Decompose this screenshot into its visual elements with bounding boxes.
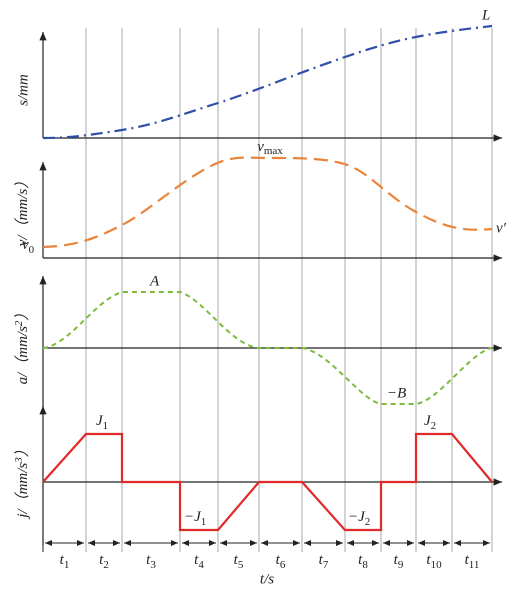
interval-label: t6 [276, 552, 286, 570]
interval-label: t9 [394, 552, 404, 570]
grid-lines [85, 28, 493, 552]
interval-label: t3 [146, 552, 156, 570]
a-axis-label: a/（mm/s2） [13, 306, 32, 385]
interval-label: t7 [319, 552, 329, 570]
interval-label: t5 [234, 552, 244, 570]
t-axis-label: t/s [260, 571, 274, 587]
acceleration-curve [42, 291, 493, 405]
s-axis-label: s/mm [15, 74, 31, 106]
axes [39, 32, 502, 545]
v-prime-label: v′ [496, 220, 507, 236]
end-label: L [481, 7, 490, 23]
interval-label: t1 [60, 552, 70, 570]
neg-b-label: −B [387, 385, 406, 401]
jerk-curve [42, 432, 493, 532]
vmax-label: vmax [257, 139, 283, 156]
a-label: A [149, 273, 160, 289]
neg-j2-label: −J2 [348, 509, 370, 527]
interval-label: t8 [358, 552, 368, 570]
interval-label: t2 [99, 552, 109, 570]
interval-label: t11 [465, 552, 480, 570]
displacement-curve [42, 24, 493, 140]
interval-dimensions: t1 t2 t3 t4 t5 t6 t7 t8 t9 t10 t11 [42, 535, 490, 571]
interval-label: t10 [426, 552, 442, 570]
j2-label: J2 [424, 413, 436, 431]
j1-label: J1 [96, 413, 108, 431]
j-axis-label: j/（mm/s3） [13, 442, 32, 520]
velocity-curve [42, 156, 493, 249]
neg-j1-label: −J1 [184, 509, 206, 527]
interval-label: t4 [194, 552, 204, 570]
v-axis-label: v/（mm/s） [14, 174, 31, 247]
v0-label: v0 [22, 237, 35, 255]
